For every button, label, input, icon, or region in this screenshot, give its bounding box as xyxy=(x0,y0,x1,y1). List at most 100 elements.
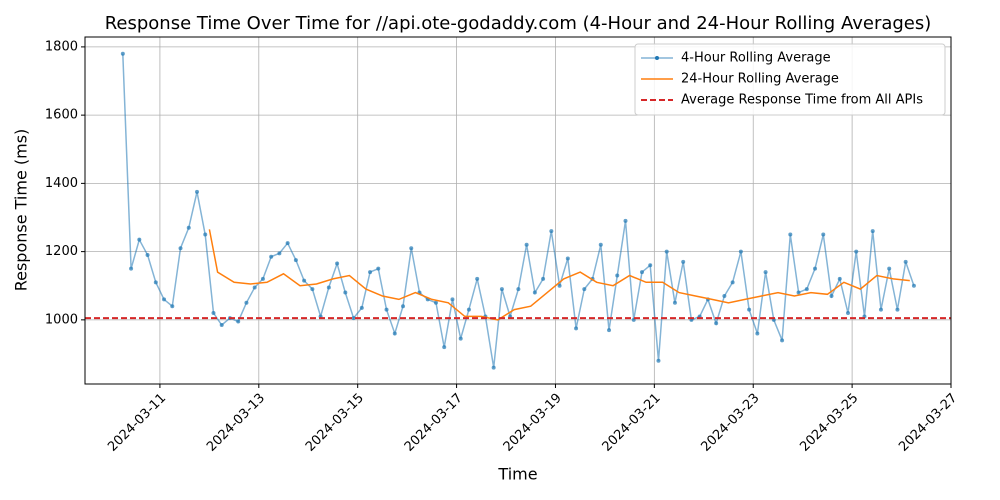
data-point xyxy=(384,307,389,312)
y-tick-label: 1200 xyxy=(45,244,78,259)
legend-label: Average Response Time from All APIs xyxy=(681,93,923,108)
data-point xyxy=(615,273,620,278)
legend-marker xyxy=(655,56,659,60)
data-point xyxy=(326,285,331,290)
data-point xyxy=(730,280,735,285)
data-point xyxy=(804,287,809,292)
data-point xyxy=(153,280,158,285)
data-point xyxy=(738,249,743,254)
data-point xyxy=(392,331,397,336)
data-point xyxy=(236,319,241,324)
plot-frame xyxy=(84,36,952,385)
data-point xyxy=(244,300,249,305)
series-line xyxy=(208,229,910,321)
data-point xyxy=(129,266,134,271)
data-point xyxy=(178,246,183,251)
x-axis-label: Time xyxy=(497,465,537,484)
data-point xyxy=(269,254,274,259)
data-point xyxy=(829,293,834,298)
data-point xyxy=(466,307,471,312)
data-point xyxy=(895,307,900,312)
data-point xyxy=(260,276,265,281)
data-point xyxy=(335,261,340,266)
data-point xyxy=(277,251,282,256)
data-point xyxy=(565,256,570,261)
data-point xyxy=(145,253,150,258)
data-point xyxy=(351,316,356,321)
data-point xyxy=(442,345,447,350)
data-point xyxy=(170,304,175,309)
data-point xyxy=(911,283,916,288)
chart-title: Response Time Over Time for //api.ote-go… xyxy=(105,13,932,34)
data-point xyxy=(409,246,414,251)
data-point xyxy=(763,270,768,275)
data-point xyxy=(681,259,686,264)
data-point xyxy=(162,297,167,302)
data-point xyxy=(656,358,661,363)
y-tick-label: 1600 xyxy=(45,108,78,123)
data-point xyxy=(491,365,496,370)
data-point xyxy=(458,336,463,341)
legend: 4-Hour Rolling Average 24-Hour Rolling Av… xyxy=(634,43,946,116)
data-point xyxy=(607,328,612,333)
data-point xyxy=(549,229,554,234)
data-point xyxy=(195,189,200,194)
data-point xyxy=(293,258,298,263)
data-point xyxy=(870,229,875,234)
data-point xyxy=(903,259,908,264)
data-point xyxy=(780,338,785,343)
data-point xyxy=(878,307,883,312)
data-point xyxy=(401,304,406,309)
data-point xyxy=(310,287,315,292)
data-point xyxy=(359,305,364,310)
data-point xyxy=(788,232,793,237)
data-point xyxy=(639,270,644,275)
data-point xyxy=(252,285,257,290)
x-tick-label: 2024-03-11 xyxy=(105,391,169,455)
data-point xyxy=(887,266,892,271)
data-point xyxy=(475,276,480,281)
data-point xyxy=(302,278,307,283)
data-point xyxy=(524,242,529,247)
data-point xyxy=(557,283,562,288)
data-point xyxy=(186,225,191,230)
data-point xyxy=(747,307,752,312)
data-point xyxy=(368,270,373,275)
data-point xyxy=(623,218,628,223)
y-tick-label: 1800 xyxy=(45,39,78,54)
legend-label: 4-Hour Rolling Average xyxy=(681,51,831,66)
data-point xyxy=(672,300,677,305)
data-point xyxy=(598,242,603,247)
x-tick-label: 2024-03-17 xyxy=(402,391,466,455)
x-tick-label: 2024-03-27 xyxy=(896,391,960,455)
data-point xyxy=(813,266,818,271)
data-point xyxy=(541,276,546,281)
data-point xyxy=(343,290,348,295)
x-tick-label: 2024-03-13 xyxy=(204,391,268,455)
data-point xyxy=(120,51,125,56)
data-point xyxy=(796,290,801,295)
data-point xyxy=(845,311,850,316)
y-tick-label: 1000 xyxy=(45,312,78,327)
data-point xyxy=(755,331,760,336)
data-point xyxy=(516,287,521,292)
x-tick-label: 2024-03-23 xyxy=(698,391,762,455)
data-point xyxy=(433,300,438,305)
data-point xyxy=(203,232,208,237)
y-tick-label: 1400 xyxy=(45,176,78,191)
data-point xyxy=(211,311,216,316)
data-point xyxy=(648,263,653,268)
data-point xyxy=(574,326,579,331)
data-point xyxy=(821,232,826,237)
x-tick-label: 2024-03-25 xyxy=(797,391,861,455)
data-point xyxy=(837,276,842,281)
data-point xyxy=(137,237,142,242)
data-point xyxy=(376,266,381,271)
data-point xyxy=(854,249,859,254)
x-tick-label: 2024-03-21 xyxy=(600,391,664,455)
data-point xyxy=(722,293,727,298)
x-tick-label: 2024-03-19 xyxy=(501,391,565,455)
data-point xyxy=(664,249,669,254)
legend-label: 24-Hour Rolling Average xyxy=(681,72,839,87)
